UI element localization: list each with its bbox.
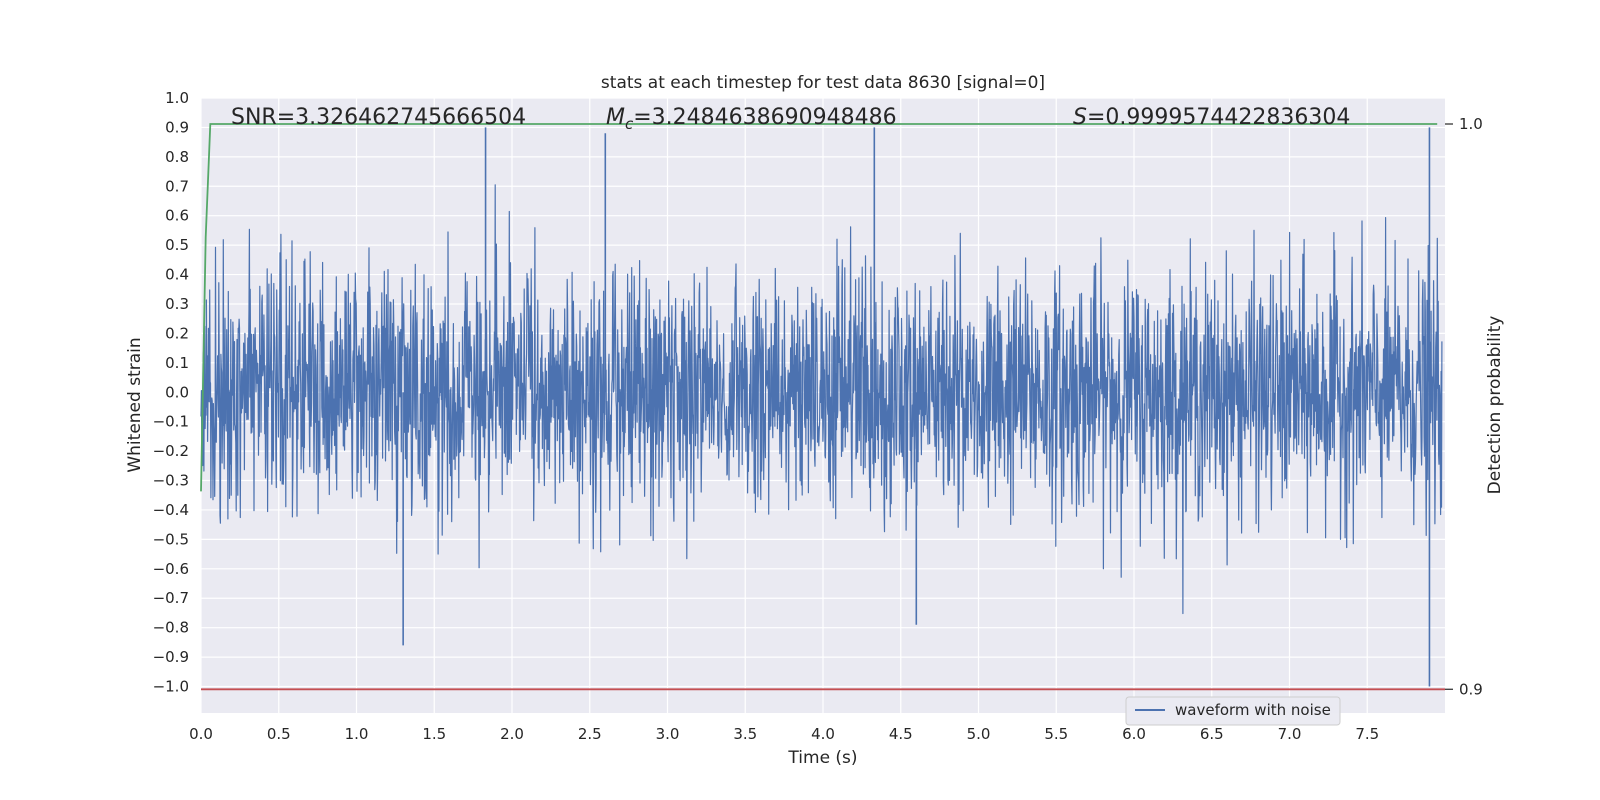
detection-probability-line <box>200 123 1438 492</box>
y2-tick-label: 1.0 <box>1459 115 1483 133</box>
y-axis-label: Whitened strain <box>125 337 145 472</box>
x-tick-label: 1.0 <box>345 725 369 743</box>
x-tick-label: 0.0 <box>189 725 213 743</box>
y2-axis-label: Detection probability <box>1485 316 1505 495</box>
y-tick-label: 0.9 <box>165 118 189 136</box>
annotation-chirp-mass-value: =3.2484638690948486 <box>633 105 896 130</box>
y-tick-label: −0.9 <box>153 648 189 666</box>
y-tick-label: −0.4 <box>153 501 189 519</box>
y-tick-label: −0.6 <box>153 560 189 578</box>
x-tick-label: 3.5 <box>733 725 757 743</box>
x-tick-label: 6.5 <box>1200 725 1224 743</box>
x-tick-label: 4.5 <box>889 725 913 743</box>
y-tick-label: −1.0 <box>153 678 189 696</box>
y-tick-label: 0.4 <box>165 266 189 284</box>
x-tick-label: 1.5 <box>422 725 446 743</box>
y-tick-label: 0.2 <box>165 324 189 342</box>
y-axis-ticks: 1.0 0.9 0.8 0.7 0.6 0.5 0.4 0.3 0.2 0.1 0.0 −0.1 −0.… <box>153 89 189 696</box>
x-tick-label: 6.0 <box>1122 725 1146 743</box>
series-detection-probability <box>200 123 1438 492</box>
legend-label: waveform with noise <box>1175 701 1331 719</box>
y2-axis-ticks: 1.0 0.9 <box>1445 115 1483 698</box>
y2-tick-label: 0.9 <box>1459 680 1483 698</box>
x-axis-ticks: 0.0 0.5 1.0 1.5 2.0 2.5 3.0 3.5 4.0 4.5 5.0 5.5 6.0 6… <box>189 725 1379 743</box>
series-waveform-with-noise <box>200 127 1443 687</box>
annotation-significance-symbol: S <box>1073 105 1087 130</box>
x-tick-label: 7.0 <box>1278 725 1302 743</box>
y-tick-label: 0.7 <box>165 177 189 195</box>
annotation-chirp-mass-symbol: M <box>606 105 625 130</box>
x-tick-label: 2.5 <box>578 725 602 743</box>
waveform-line <box>200 184 1443 615</box>
y-tick-label: −0.5 <box>153 530 189 548</box>
x-tick-label: 5.0 <box>967 725 991 743</box>
y-tick-label: 0.0 <box>165 383 189 401</box>
y-tick-label: −0.7 <box>153 589 189 607</box>
x-tick-label: 3.0 <box>656 725 680 743</box>
chart-title: stats at each timestep for test data 863… <box>601 73 1045 93</box>
x-tick-label: 0.5 <box>267 725 291 743</box>
y-tick-label: −0.3 <box>153 472 189 490</box>
y-tick-label: −0.8 <box>153 619 189 637</box>
legend-box <box>1125 696 1341 726</box>
y-tick-label: 0.5 <box>165 236 189 254</box>
annotation-chirp-mass-sub: c <box>625 115 634 133</box>
y-tick-label: 0.1 <box>165 354 189 372</box>
y-tick-label: 0.6 <box>165 207 189 225</box>
x-tick-label: 2.0 <box>500 725 524 743</box>
annotation-significance: S=0.9999574422836304 <box>1073 105 1350 130</box>
x-tick-label: 5.5 <box>1044 725 1068 743</box>
y-tick-label: 1.0 <box>165 89 189 107</box>
legend: waveform with noise <box>1125 696 1341 726</box>
x-axis-label: Time (s) <box>787 748 857 768</box>
y-tick-label: −0.1 <box>153 413 189 431</box>
annotation-significance-value: =0.9999574422836304 <box>1087 105 1350 130</box>
x-tick-label: 7.5 <box>1355 725 1379 743</box>
annotation-snr: SNR=3.326462745666504 <box>231 105 526 130</box>
x-tick-label: 4.0 <box>811 725 835 743</box>
annotation-chirp-mass: Mc=3.2484638690948486 <box>606 105 897 133</box>
y-tick-label: −0.2 <box>153 442 189 460</box>
y-tick-label: 0.8 <box>165 148 189 166</box>
y-tick-label: 0.3 <box>165 295 189 313</box>
